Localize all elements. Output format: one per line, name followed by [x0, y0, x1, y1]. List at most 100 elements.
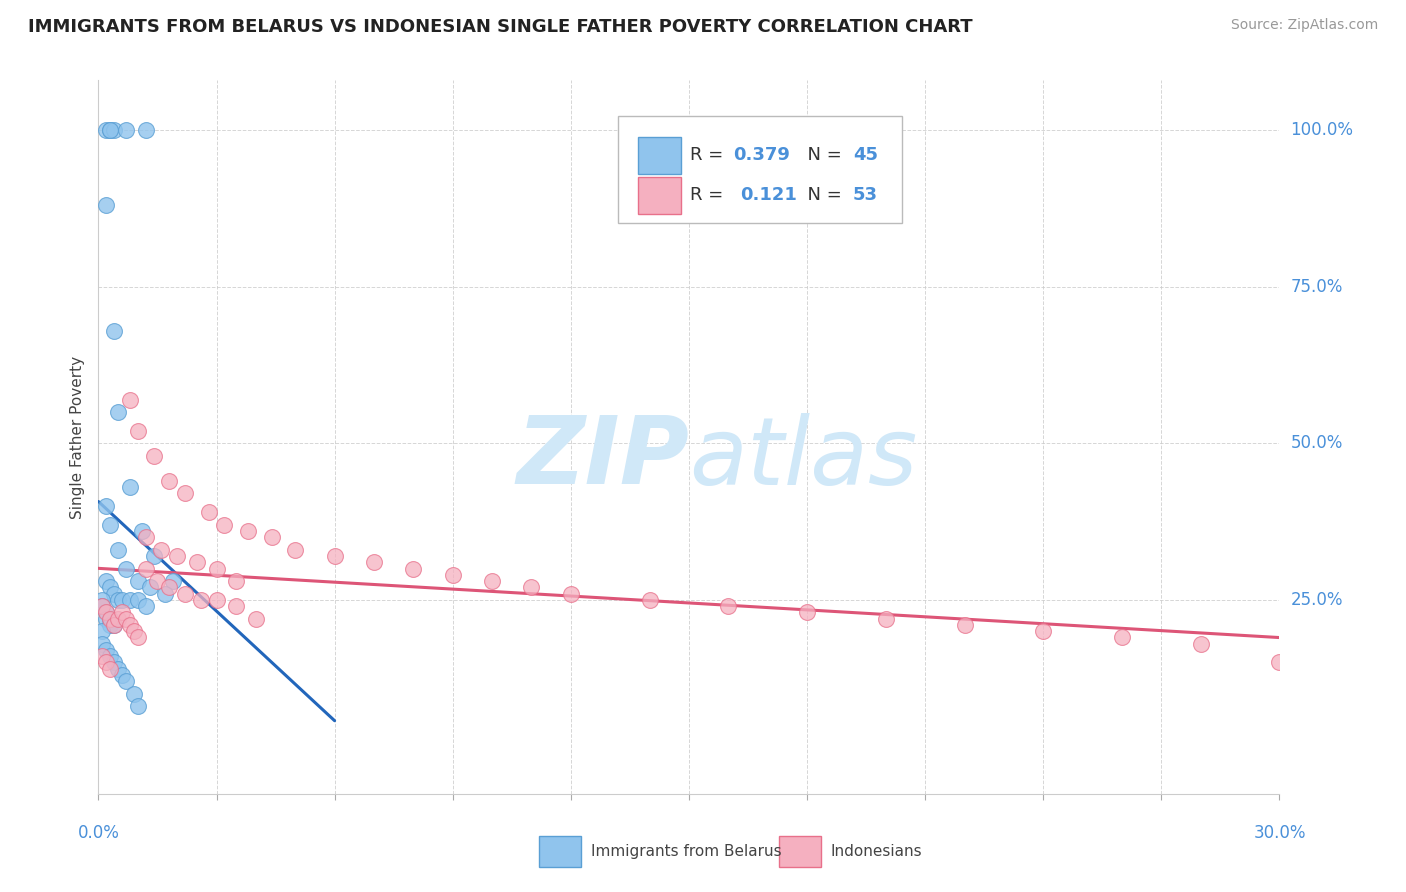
Point: [135, 123, 157, 137]
Point: [96, 499, 118, 513]
Point: [118, 592, 141, 607]
Point: [174, 486, 197, 500]
Text: 75.0%: 75.0%: [1291, 277, 1343, 296]
Text: 0.379: 0.379: [733, 146, 790, 164]
Point: [155, 586, 177, 600]
Point: [236, 524, 259, 538]
Point: [638, 592, 661, 607]
Point: [98, 123, 121, 137]
Point: [520, 580, 543, 594]
Point: [260, 530, 283, 544]
Point: [122, 687, 145, 701]
Point: [111, 668, 134, 682]
Point: [107, 405, 129, 419]
Point: [127, 699, 149, 714]
Point: [214, 517, 236, 532]
Point: [142, 449, 165, 463]
Point: [560, 586, 582, 600]
Point: [127, 424, 149, 438]
Point: [197, 505, 219, 519]
Text: atlas: atlas: [689, 413, 917, 504]
Point: [96, 656, 118, 670]
Point: [107, 542, 129, 557]
Point: [96, 605, 118, 619]
Point: [98, 123, 121, 137]
Point: [91, 599, 114, 613]
Text: 25.0%: 25.0%: [1291, 591, 1343, 609]
Point: [162, 574, 184, 588]
Text: 53: 53: [853, 186, 879, 204]
Point: [796, 605, 818, 619]
Point: [118, 480, 141, 494]
Point: [111, 605, 134, 619]
Point: [875, 612, 897, 626]
Point: [96, 605, 118, 619]
Point: [363, 555, 385, 569]
Point: [481, 574, 503, 588]
Point: [953, 618, 976, 632]
Point: [205, 561, 228, 575]
Point: [186, 555, 208, 569]
Point: [103, 324, 125, 338]
Point: [98, 618, 121, 632]
Point: [91, 637, 114, 651]
FancyBboxPatch shape: [779, 836, 821, 867]
Point: [225, 574, 247, 588]
Point: [98, 612, 121, 626]
Text: 0.121: 0.121: [740, 186, 797, 204]
FancyBboxPatch shape: [638, 137, 681, 174]
Point: [150, 542, 173, 557]
Point: [245, 612, 267, 626]
Point: [127, 592, 149, 607]
Point: [135, 530, 157, 544]
Point: [402, 561, 425, 575]
Text: Indonesians: Indonesians: [831, 844, 922, 859]
Point: [135, 599, 157, 613]
Y-axis label: Single Father Poverty: Single Father Poverty: [70, 356, 86, 518]
Point: [190, 592, 212, 607]
Point: [441, 567, 464, 582]
Point: [91, 599, 114, 613]
Point: [284, 542, 307, 557]
Point: [103, 123, 125, 137]
Point: [157, 474, 180, 488]
Point: [103, 618, 125, 632]
Point: [91, 592, 114, 607]
Text: 0.0%: 0.0%: [77, 824, 120, 842]
Point: [111, 592, 134, 607]
Point: [127, 631, 149, 645]
Text: N =: N =: [796, 146, 848, 164]
Text: Immigrants from Belarus: Immigrants from Belarus: [591, 844, 782, 859]
FancyBboxPatch shape: [638, 177, 681, 214]
Point: [96, 574, 118, 588]
Point: [103, 618, 125, 632]
Point: [107, 662, 129, 676]
Text: Source: ZipAtlas.com: Source: ZipAtlas.com: [1230, 18, 1378, 32]
Point: [157, 580, 180, 594]
Point: [146, 574, 169, 588]
Point: [118, 618, 141, 632]
Text: IMMIGRANTS FROM BELARUS VS INDONESIAN SINGLE FATHER POVERTY CORRELATION CHART: IMMIGRANTS FROM BELARUS VS INDONESIAN SI…: [28, 18, 973, 36]
Point: [103, 656, 125, 670]
Point: [127, 574, 149, 588]
Text: R =: R =: [690, 186, 735, 204]
Point: [98, 612, 121, 626]
Point: [96, 612, 118, 626]
Point: [98, 517, 121, 532]
Point: [96, 643, 118, 657]
Point: [1268, 656, 1291, 670]
Text: ZIP: ZIP: [516, 412, 689, 505]
Point: [103, 586, 125, 600]
Point: [91, 649, 114, 664]
Point: [135, 561, 157, 575]
Point: [96, 123, 118, 137]
Text: 50.0%: 50.0%: [1291, 434, 1343, 452]
Point: [115, 612, 138, 626]
Point: [142, 549, 165, 563]
Point: [98, 580, 121, 594]
Text: N =: N =: [796, 186, 848, 204]
Point: [225, 599, 247, 613]
Point: [107, 612, 129, 626]
Point: [122, 624, 145, 639]
Point: [205, 592, 228, 607]
